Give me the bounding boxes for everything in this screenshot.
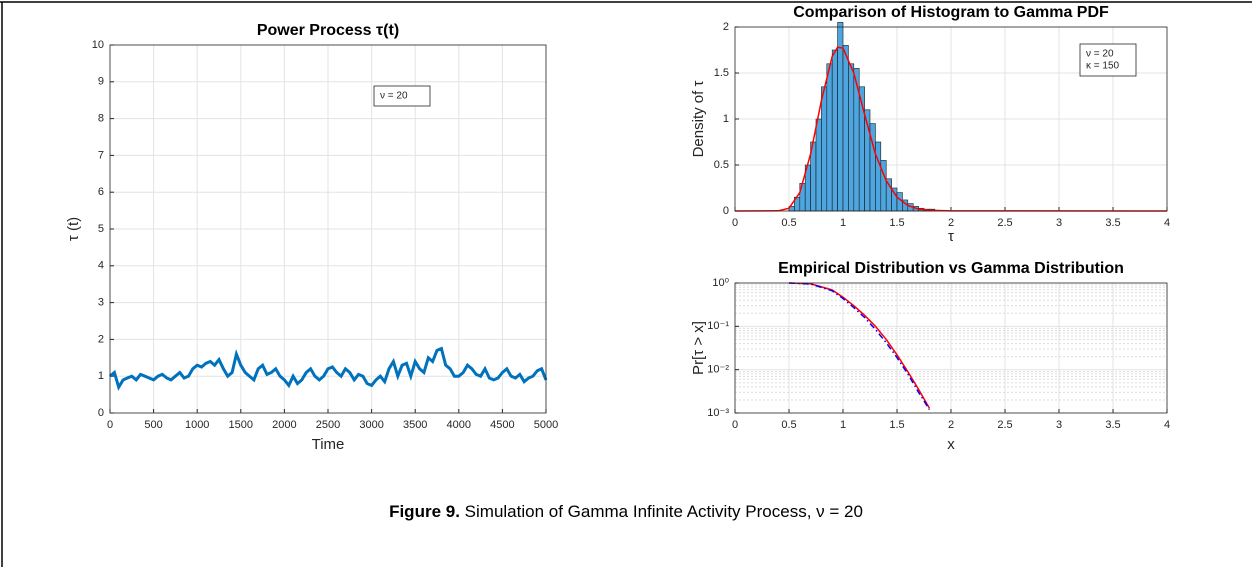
y-tick-label: 3 [98, 297, 104, 309]
x-tick-label: 1.5 [889, 217, 904, 229]
y-tick-label: 1 [98, 370, 104, 382]
x-tick-label: 1 [840, 217, 846, 229]
x-tick-label: 2 [948, 217, 954, 229]
x-tick-label: 3.5 [1105, 419, 1120, 431]
x-tick-label: 2000 [272, 419, 296, 431]
x-tick-label: 1 [840, 419, 846, 431]
data-line [788, 282, 931, 409]
chart-title: Comparison of Histogram to Gamma PDF [793, 4, 1109, 21]
histogram-bar [875, 141, 882, 212]
x-tick-label: 3000 [359, 419, 383, 431]
y-axis-label: Pr[τ > x] [690, 321, 707, 375]
data-line [734, 46, 1168, 212]
annotation-box [373, 85, 431, 107]
chart-title: Empirical Distribution vs Gamma Distribu… [778, 260, 1124, 277]
caption: Figure 9. Simulation of Gamma Infinite A… [389, 502, 863, 521]
y-tick-label: 10 [92, 39, 104, 51]
y-tick-label: 10⁻² [707, 364, 729, 376]
annotation: ν = 20 [380, 91, 408, 102]
axes-box [734, 26, 1168, 212]
x-tick-label: 3 [1056, 217, 1062, 229]
x-tick-label: 4000 [447, 419, 471, 431]
histogram-bar [821, 86, 828, 212]
histogram-bar [831, 49, 838, 212]
x-tick-label: 0 [732, 217, 738, 229]
x-tick-label: 0 [732, 419, 738, 431]
y-tick-label: 6 [98, 186, 104, 198]
y-tick-label: 10⁻¹ [707, 320, 729, 332]
x-axis-label: τ [948, 228, 954, 245]
histogram-bar [848, 63, 855, 212]
histogram-bar [842, 45, 849, 212]
y-tick-label: 1 [723, 113, 729, 125]
y-axis-label: Density of τ [690, 81, 707, 158]
y-tick-label: 0 [723, 205, 729, 217]
x-tick-label: 4500 [490, 419, 514, 431]
x-tick-label: 2500 [316, 419, 340, 431]
caption-label: Figure 9. [389, 502, 460, 521]
x-tick-label: 3 [1056, 419, 1062, 431]
x-tick-label: 0.5 [781, 419, 796, 431]
x-tick-label: 4 [1164, 217, 1170, 229]
annotation: κ = 150 [1086, 61, 1120, 72]
axes-box [109, 44, 547, 414]
y-tick-label: 7 [98, 149, 104, 161]
histogram-bar [815, 118, 822, 212]
x-tick-label: 5000 [534, 419, 558, 431]
x-tick-label: 2.5 [997, 217, 1012, 229]
data-line [109, 346, 548, 391]
y-tick-label: 0 [98, 407, 104, 419]
x-tick-label: 0.5 [781, 217, 796, 229]
histogram-bar [826, 63, 833, 212]
y-tick-label: 5 [98, 223, 104, 235]
y-tick-label: 1.5 [714, 67, 729, 79]
y-tick-label: 0.5 [714, 159, 729, 171]
chart-title: Power Process τ(t) [257, 22, 399, 39]
x-tick-label: 0 [107, 419, 113, 431]
x-axis-label: Time [312, 436, 345, 453]
y-axis-label: τ (t) [65, 217, 82, 241]
x-axis-label: x [947, 436, 955, 453]
x-tick-label: 500 [144, 419, 162, 431]
caption-text: Simulation of Gamma Infinite Activity Pr… [465, 502, 863, 521]
y-tick-label: 2 [723, 21, 729, 33]
x-tick-label: 4 [1164, 419, 1170, 431]
x-tick-label: 1000 [185, 419, 209, 431]
histogram-bar [837, 22, 844, 212]
annotation-box [1079, 43, 1137, 77]
annotation: ν = 20 [1086, 49, 1114, 60]
x-tick-label: 3.5 [1105, 217, 1120, 229]
histogram-bar [896, 192, 903, 212]
x-tick-label: 1500 [229, 419, 253, 431]
y-tick-label: 10⁰ [712, 277, 729, 289]
x-tick-label: 2 [948, 419, 954, 431]
axes-box [734, 282, 1168, 414]
y-tick-label: 2 [98, 333, 104, 345]
y-tick-label: 8 [98, 113, 104, 125]
x-tick-label: 3500 [403, 419, 427, 431]
y-tick-label: 10⁻³ [707, 407, 729, 419]
y-tick-label: 4 [98, 260, 104, 272]
x-tick-label: 2.5 [997, 419, 1012, 431]
x-tick-label: 1.5 [889, 419, 904, 431]
y-tick-label: 9 [98, 76, 104, 88]
